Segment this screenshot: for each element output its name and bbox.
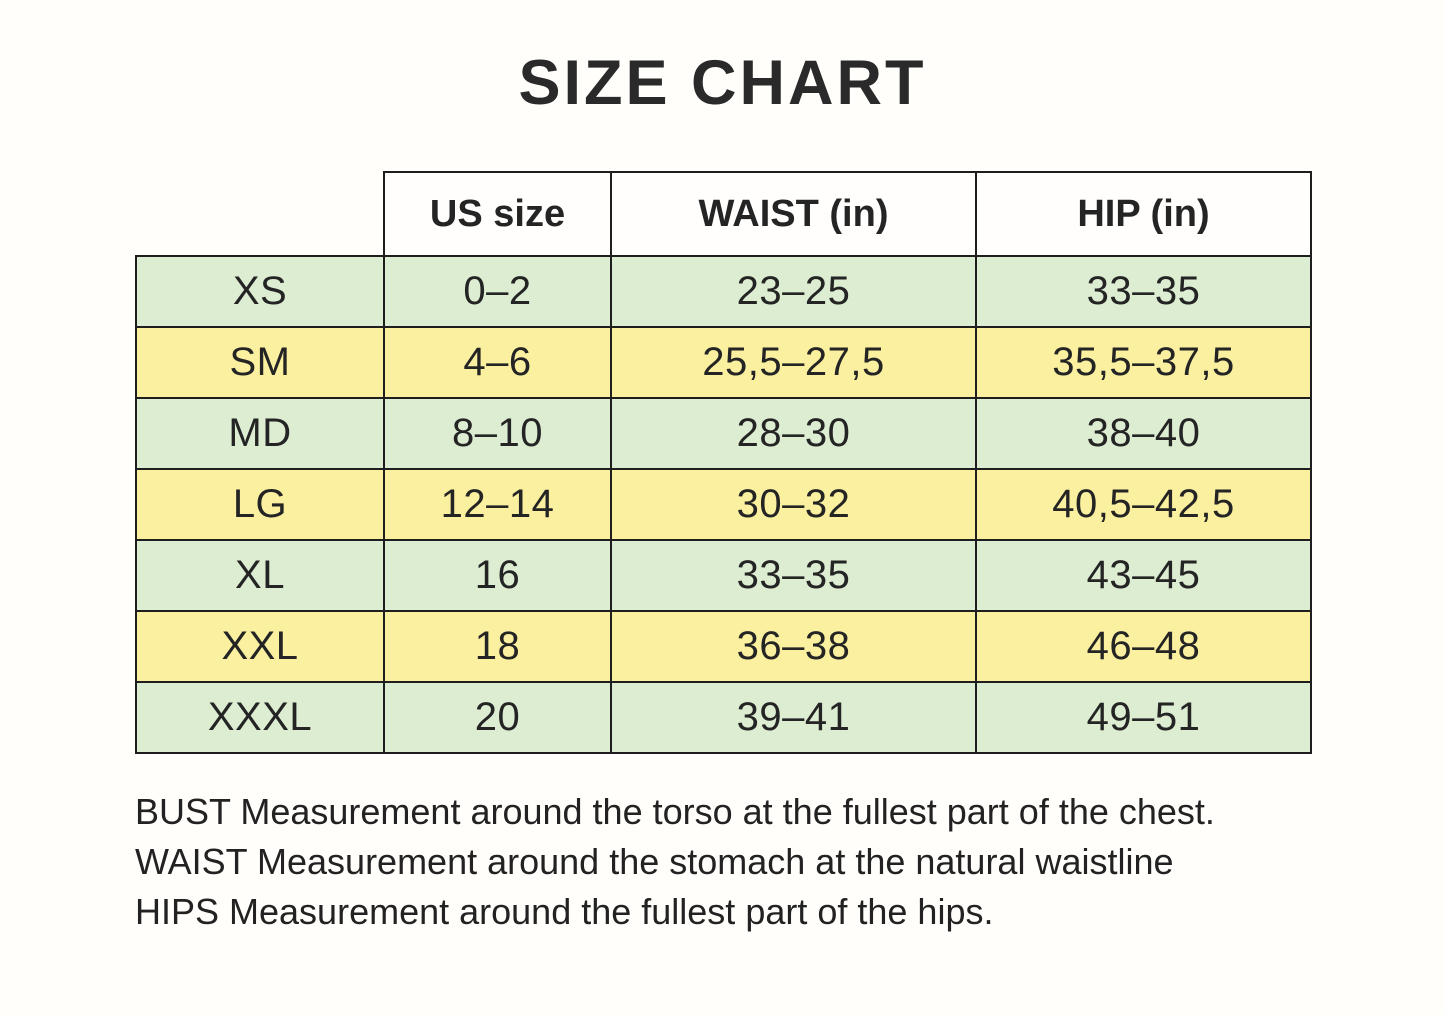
table-row: XL 16 33–35 43–45 <box>135 539 1312 612</box>
us-size-cell: 8–10 <box>383 397 612 470</box>
hip-cell: 46–48 <box>975 610 1312 683</box>
waist-cell: 23–25 <box>610 255 977 328</box>
hip-cell: 43–45 <box>975 539 1312 612</box>
us-size-cell: 0–2 <box>383 255 612 328</box>
table-row: XS 0–2 23–25 33–35 <box>135 255 1312 328</box>
waist-cell: 39–41 <box>610 681 977 754</box>
hip-cell: 33–35 <box>975 255 1312 328</box>
column-header-hip: HIP (in) <box>975 171 1312 257</box>
page-title: SIZE CHART <box>518 48 927 118</box>
waist-cell: 30–32 <box>610 468 977 541</box>
size-chart-table: US size WAIST (in) HIP (in) XS 0–2 23–25… <box>135 171 1312 754</box>
column-header-us-size: US size <box>383 171 612 257</box>
table-row: XXXL 20 39–41 49–51 <box>135 681 1312 754</box>
us-size-cell: 20 <box>383 681 612 754</box>
waist-cell: 28–30 <box>610 397 977 470</box>
us-size-cell: 16 <box>383 539 612 612</box>
us-size-cell: 18 <box>383 610 612 683</box>
size-label-cell: XS <box>135 255 385 328</box>
hip-cell: 35,5–37,5 <box>975 326 1312 399</box>
table-row: MD 8–10 28–30 38–40 <box>135 397 1312 470</box>
note-line-hips: HIPS Measurement around the fullest part… <box>135 891 994 932</box>
header-row: US size WAIST (in) HIP (in) <box>136 171 1312 257</box>
size-label-cell: XXXL <box>135 681 385 754</box>
waist-cell: 36–38 <box>610 610 977 683</box>
size-label-cell: XL <box>135 539 385 612</box>
hip-cell: 38–40 <box>975 397 1312 470</box>
hip-cell: 40,5–42,5 <box>975 468 1312 541</box>
table-row: LG 12–14 30–32 40,5–42,5 <box>135 468 1312 541</box>
waist-cell: 33–35 <box>610 539 977 612</box>
column-header-waist: WAIST (in) <box>610 171 977 257</box>
us-size-cell: 12–14 <box>383 468 612 541</box>
waist-cell: 25,5–27,5 <box>610 326 977 399</box>
corner-cell <box>136 172 384 256</box>
size-label-cell: MD <box>135 397 385 470</box>
table-row: XXL 18 36–38 46–48 <box>135 610 1312 683</box>
size-label-cell: LG <box>135 468 385 541</box>
note-line-bust: BUST Measurement around the torso at the… <box>135 791 1215 832</box>
note-line-waist: WAIST Measurement around the stomach at … <box>135 841 1174 882</box>
size-label-cell: SM <box>135 326 385 399</box>
measurement-notes: BUST Measurement around the torso at the… <box>135 787 1445 937</box>
hip-cell: 49–51 <box>975 681 1312 754</box>
size-label-cell: XXL <box>135 610 385 683</box>
table-row: SM 4–6 25,5–27,5 35,5–37,5 <box>135 326 1312 399</box>
us-size-cell: 4–6 <box>383 326 612 399</box>
